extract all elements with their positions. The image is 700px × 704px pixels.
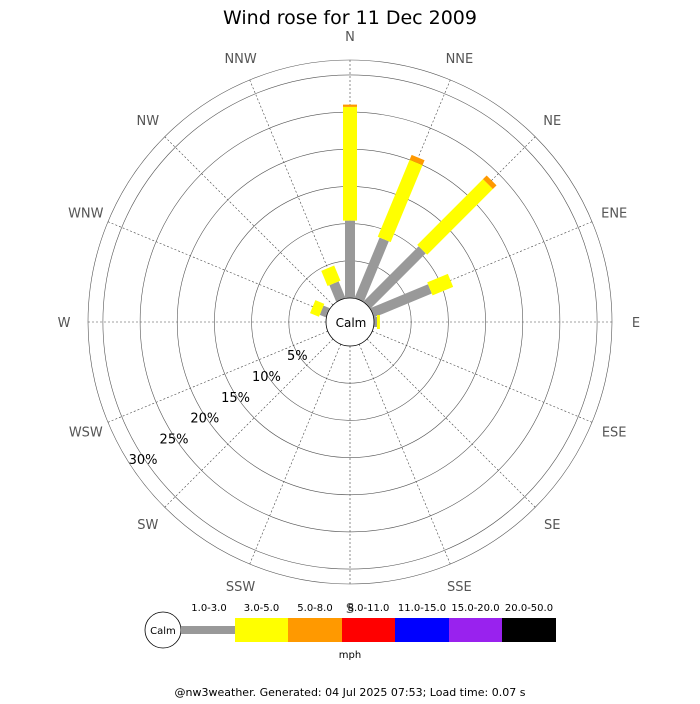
bar-wnw-3.0-5.0: [310, 300, 325, 317]
bar-ene-3.0-5.0: [427, 273, 454, 296]
tick-label-15: 15%: [221, 391, 250, 406]
spoke-sse: [358, 344, 451, 565]
tick-label-10: 10%: [252, 370, 281, 385]
legend-label-20.0-50.0: 20.0-50.0: [505, 603, 553, 614]
direction-label-se: SE: [544, 518, 560, 533]
legend-swatch-15.0-20.0: [449, 618, 502, 642]
legend-swatch-11.0-15.0: [395, 618, 449, 642]
bar-ne-1.0-3.0: [363, 246, 426, 309]
legend-swatch-3.0-5.0: [235, 618, 288, 642]
footer-credit: @nw3weather. Generated: 04 Jul 2025 07:5…: [175, 686, 526, 699]
direction-label-ene: ENE: [601, 207, 627, 222]
speed-legend: Calm 1.0-3.0 3.0-5.0 5.0-8.0 8.0-11.0 11.0-15…: [144, 603, 556, 661]
grid-ring-30: [102, 74, 598, 570]
direction-label-sw: SW: [137, 518, 158, 533]
calm-center: Calm: [325, 297, 375, 347]
direction-label-wsw: WSW: [69, 425, 103, 440]
calm-label: Calm: [336, 316, 367, 330]
tick-label-30: 30%: [129, 453, 158, 468]
radial-tick-labels: 5% 10%15%20%25%30%: [129, 349, 308, 468]
legend-swatch-1.0-3.0: [181, 626, 235, 634]
tick-label-20: 20%: [190, 412, 219, 427]
direction-label-nnw: NNW: [224, 52, 256, 67]
legend-label-15.0-20.0: 15.0-20.0: [451, 603, 499, 614]
legend-swatch-8.0-11.0: [342, 618, 395, 642]
legend-swatch-20.0-50.0: [502, 618, 556, 642]
bar-nne-3.0-5.0: [377, 159, 423, 243]
direction-labels: N NNE NE ENE E ESE SE SSE S SSW SW WSW W WNW NW NNW: [58, 30, 641, 617]
direction-label-wnw: WNW: [68, 207, 104, 222]
direction-label-nne: NNE: [446, 52, 474, 67]
direction-label-ssw: SSW: [226, 580, 256, 595]
direction-label-s: S: [346, 602, 354, 617]
bar-ne-3.0-5.0: [417, 179, 493, 255]
spoke-wnw: [107, 221, 328, 314]
direction-label-sse: SSE: [447, 580, 472, 595]
bar-nnw-3.0-5.0: [321, 265, 341, 286]
tick-label-5: 5%: [287, 349, 308, 364]
direction-label-nw: NW: [137, 114, 160, 129]
bar-ne-5.0-8.0: [482, 175, 497, 190]
legend-swatch-5.0-8.0: [288, 618, 342, 642]
direction-label-ne: NE: [543, 114, 561, 129]
spoke-nnw: [249, 79, 342, 300]
legend-label-11.0-15.0: 11.0-15.0: [398, 603, 446, 614]
chart-title: Wind rose for 11 Dec 2009: [223, 7, 477, 29]
spoke-se: [366, 338, 536, 508]
legend-calm-label: Calm: [150, 626, 176, 637]
bar-nne-5.0-8.0: [409, 154, 425, 166]
bar-wnw-1.0-3.0: [319, 305, 330, 318]
legend-label-3.0-5.0: 3.0-5.0: [244, 603, 279, 614]
legend-label-5.0-8.0: 5.0-8.0: [297, 603, 332, 614]
direction-label-ese: ESE: [602, 425, 627, 440]
spoke-wsw: [107, 330, 328, 423]
legend-units: mph: [339, 650, 361, 661]
legend-label-1.0-3.0: 1.0-3.0: [191, 603, 226, 614]
wind-bars: [310, 104, 497, 329]
legend-label-8.0-11.0: 8.0-11.0: [348, 603, 390, 614]
spoke-ese: [372, 330, 593, 423]
direction-label-w: W: [58, 316, 71, 331]
calm-circle: [325, 297, 375, 347]
tick-label-25: 25%: [160, 432, 189, 447]
direction-label-e: E: [632, 316, 640, 331]
spoke-nw: [164, 136, 334, 306]
bar-nne-1.0-3.0: [354, 237, 389, 302]
bar-ene-1.0-3.0: [370, 284, 432, 318]
direction-label-n: N: [345, 30, 355, 45]
bar-nnw-1.0-3.0: [329, 281, 346, 302]
